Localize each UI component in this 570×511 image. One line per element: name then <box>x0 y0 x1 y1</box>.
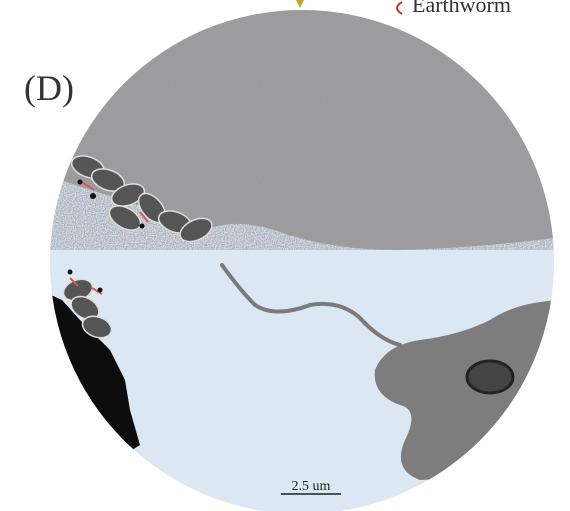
panel-label: (D) <box>24 68 74 108</box>
page: Earthworm (D) <box>0 0 570 511</box>
scale-bar-label: 2.5 um <box>292 479 331 494</box>
micrograph <box>40 0 570 511</box>
legend-icon <box>397 2 402 14</box>
inclusion <box>467 361 513 393</box>
figure-panel: Earthworm (D) <box>0 0 570 511</box>
worm-marker <box>296 0 304 8</box>
legend-label: Earthworm <box>412 0 511 17</box>
